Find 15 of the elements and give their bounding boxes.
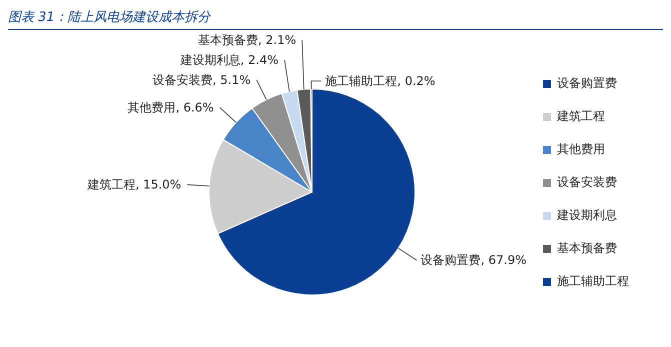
legend-label: 设备安装费	[557, 174, 617, 191]
legend-label: 设备购置费	[557, 75, 617, 92]
legend-label: 基本预备费	[557, 240, 617, 257]
data-label: 设备安装费, 5.1%	[152, 72, 251, 87]
data-label: 其他费用, 6.6%	[128, 100, 214, 115]
data-label: 设备购置费, 67.9%	[420, 253, 526, 268]
data-label: 基本预备费, 2.1%	[198, 32, 296, 47]
legend-label: 其他费用	[557, 141, 605, 158]
legend-label: 建筑工程	[557, 108, 605, 125]
data-label: 施工辅助工程, 0.2%	[325, 74, 436, 88]
legend-label: 施工辅助工程	[557, 273, 629, 290]
data-label: 建设期利息, 2.4%	[179, 52, 279, 67]
chart-title: 图表 31：陆上风电场建设成本拆分	[8, 8, 663, 30]
legend-label: 建设期利息	[557, 207, 617, 224]
data-label: 建筑工程, 15.0%	[86, 178, 182, 192]
